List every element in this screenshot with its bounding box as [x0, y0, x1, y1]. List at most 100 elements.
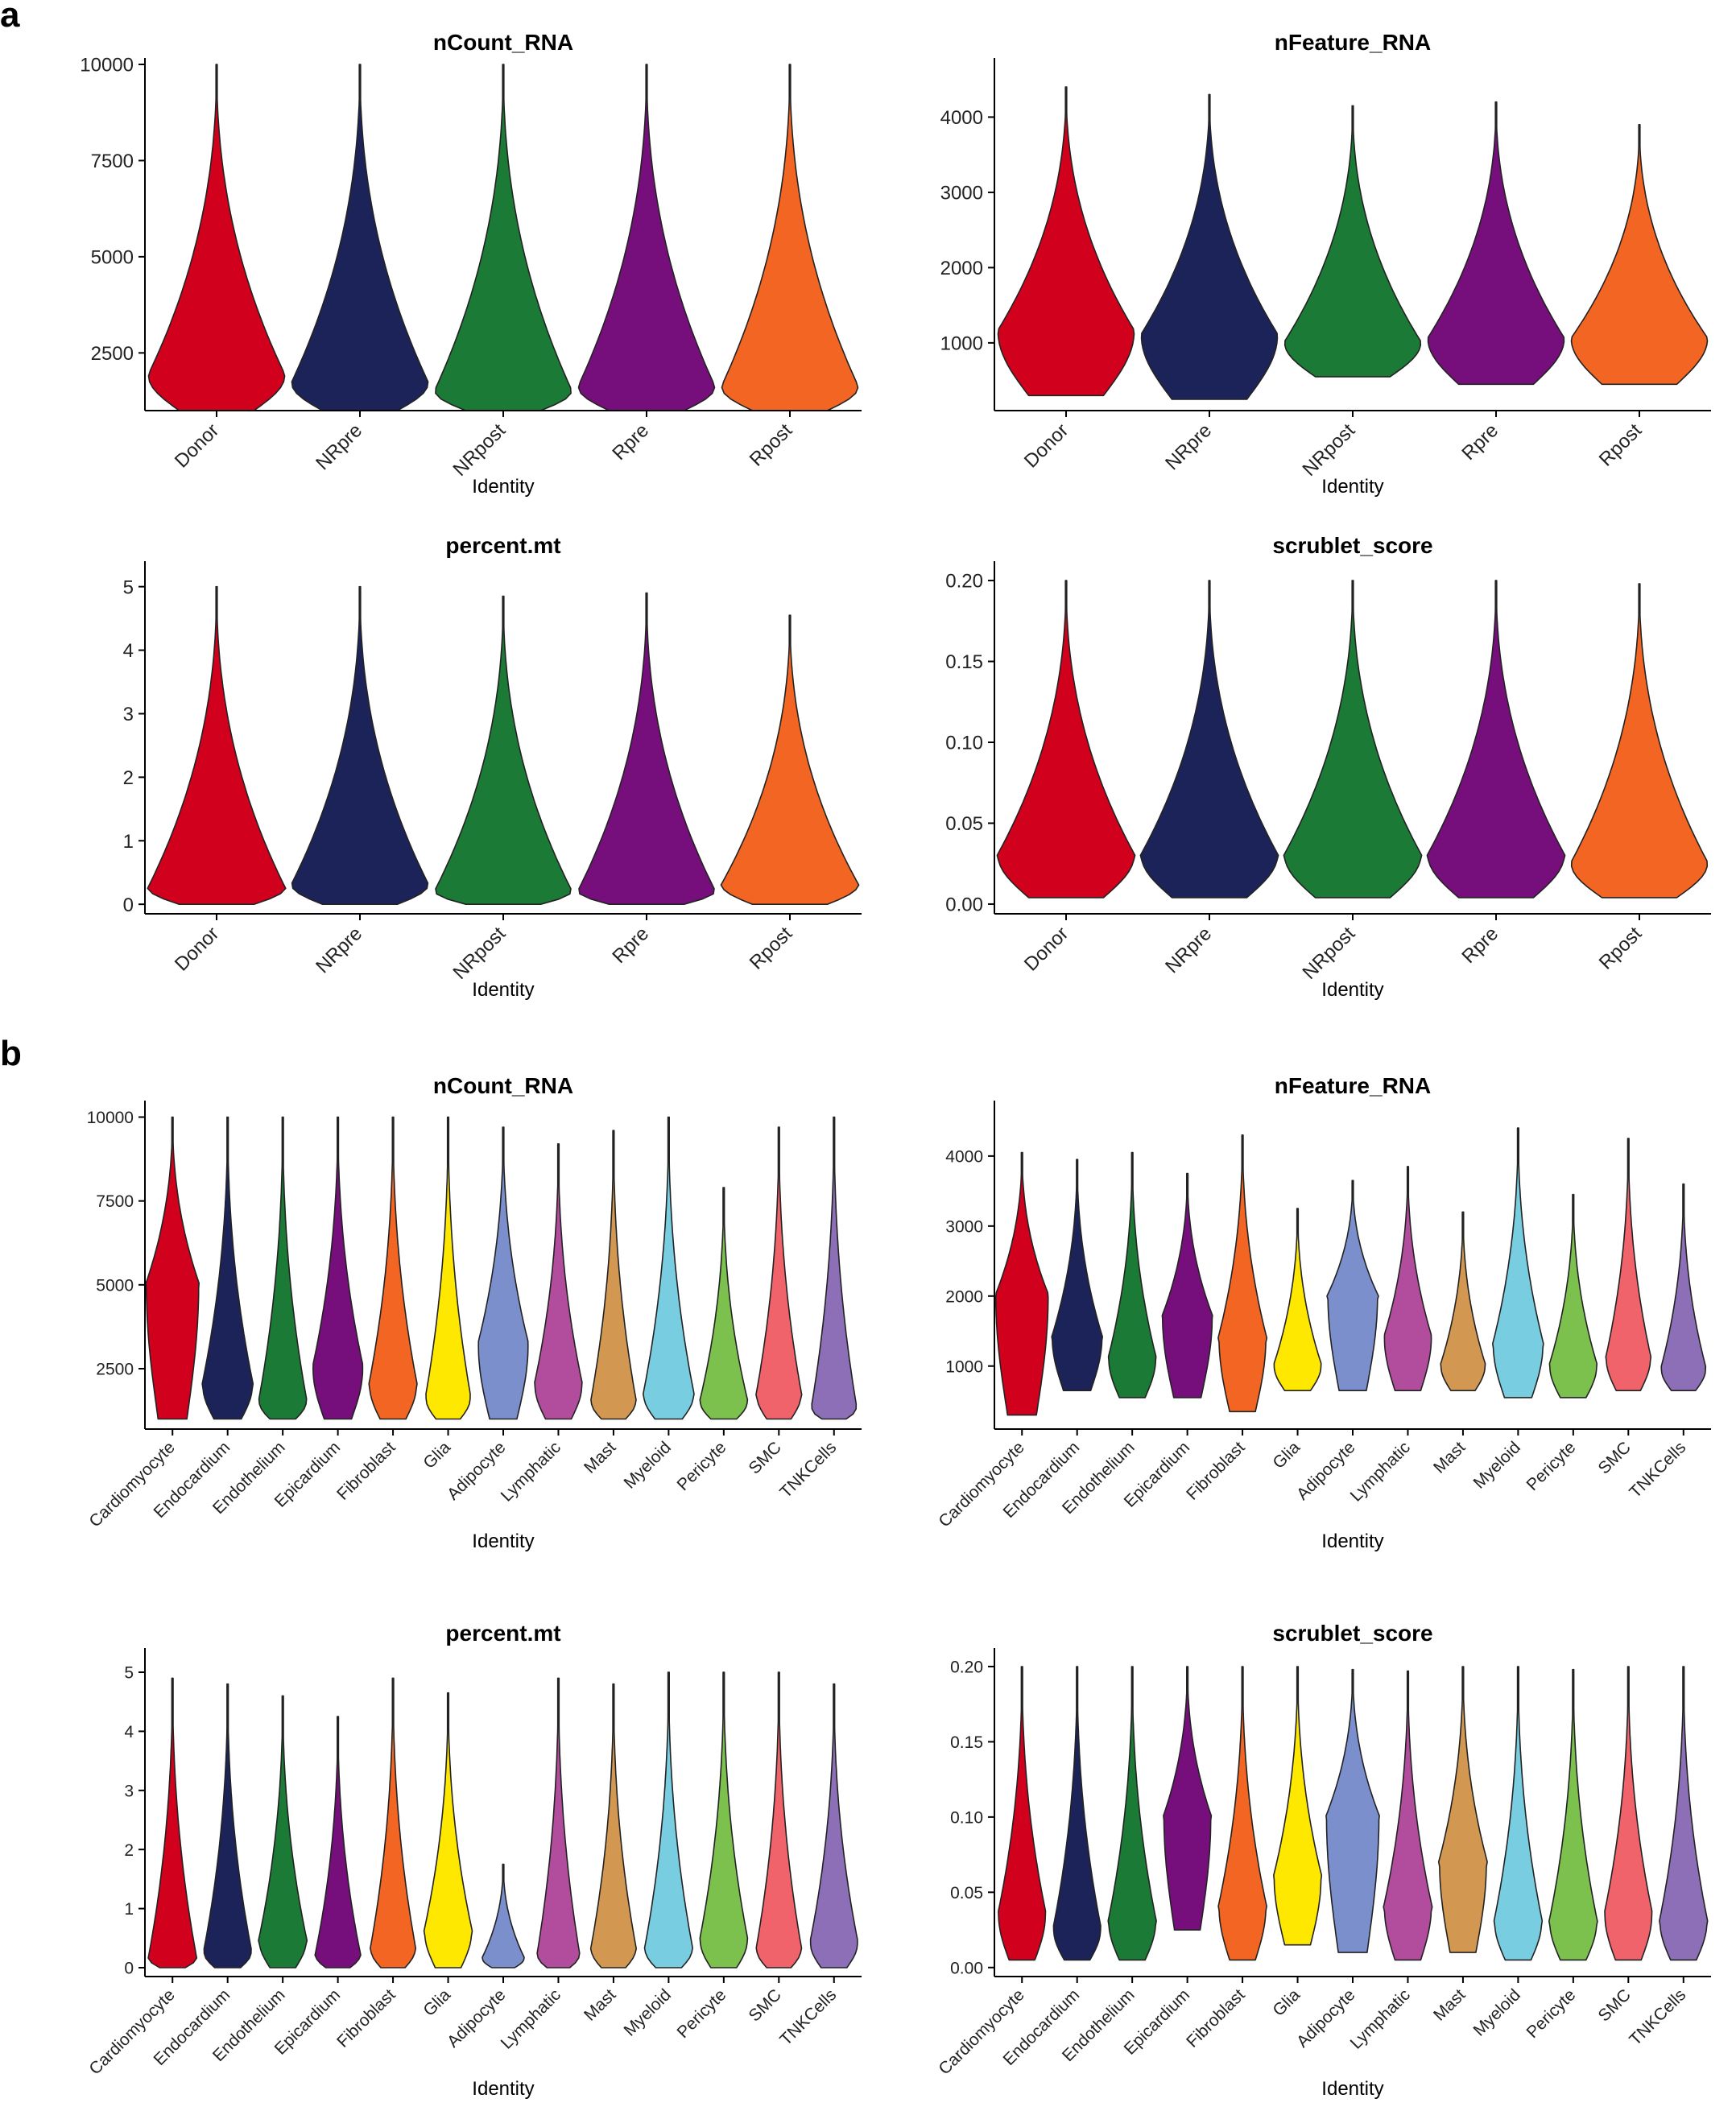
violin-nrpre — [1139, 580, 1279, 899]
x-tick-label-donor: Donor — [1020, 419, 1073, 472]
chart-title: nFeature_RNA — [1275, 30, 1431, 55]
y-tick-label: 0.20 — [945, 571, 983, 593]
x-tick-label-rpre: Rpre — [608, 923, 653, 968]
x-tick-label-fibroblast: Fibroblast — [333, 1438, 399, 1504]
x-axis-label: Identity — [1321, 2078, 1383, 2100]
x-tick-label-nrpost: NRpost — [449, 419, 510, 481]
chart-a-scrublet-score: scrublet_score 0.00 0.05 0.10 0.15 0.20 Donor N… — [945, 533, 1711, 1001]
y-tick-label: 4 — [123, 640, 134, 662]
violin-smc — [1605, 1138, 1652, 1391]
chart-a-ncount-rna: nCount_RNA 2500 5000 7500 10000 Donor NRpre NRp… — [80, 30, 862, 498]
violin-rpost — [721, 64, 859, 411]
chart-b-ncount-rna: nCount_RNA25005000750010000Cardiomyocyte… — [85, 1073, 862, 1552]
y-tick-label: 2 — [123, 767, 134, 789]
chart-title: nCount_RNA — [433, 1073, 573, 1098]
chart-title: percent.mt — [445, 1621, 560, 1646]
violin-epicardium — [312, 1116, 364, 1420]
violin-glia — [1273, 1208, 1322, 1391]
violin-glia — [1273, 1666, 1323, 1946]
violin-endothelium — [1107, 1151, 1157, 1398]
x-tick-label-smc: SMC — [1595, 1438, 1635, 1477]
x-tick-label-mast: Mast — [581, 1438, 620, 1477]
x-tick-label-myeloid: Myeloid — [1469, 1985, 1523, 2039]
y-tick-label: 7500 — [96, 1192, 134, 1211]
violin-pericyte — [1548, 1193, 1598, 1398]
chart-title: scrublet_score — [1272, 533, 1432, 558]
x-tick-label-pericyte: Pericyte — [673, 1985, 730, 2042]
violin-mast — [1440, 1211, 1486, 1391]
violin-myeloid — [643, 1671, 693, 1968]
violin-mast — [589, 1683, 637, 1968]
x-axis-label: Identity — [472, 979, 534, 1001]
violin-myeloid — [1493, 1666, 1544, 1961]
y-tick-label: 4000 — [945, 1147, 983, 1166]
panel-label-b: b — [0, 1034, 22, 1073]
violin-epicardium — [1161, 1172, 1213, 1398]
x-tick-label-myeloid: Myeloid — [620, 1985, 674, 2039]
y-tick-label: 4000 — [940, 107, 983, 129]
violin-rpost — [720, 614, 860, 905]
violin-mast — [1437, 1666, 1488, 1953]
y-tick-label: 5000 — [91, 247, 134, 269]
y-tick-label: 1 — [124, 1900, 134, 1919]
violin-tnkcells — [1660, 1183, 1707, 1391]
x-tick-label-fibroblast: Fibroblast — [1183, 1985, 1249, 2051]
violin-smc — [755, 1126, 803, 1420]
violin-endocardium — [201, 1116, 254, 1420]
x-tick-label-smc: SMC — [1595, 1985, 1635, 2025]
x-axis-label: Identity — [1321, 476, 1383, 498]
y-tick-label: 1 — [123, 831, 134, 853]
x-tick-label-rpre: Rpre — [1457, 419, 1502, 465]
violin-endothelium — [1107, 1666, 1157, 1961]
x-tick-label-rpost: Rpost — [1595, 923, 1647, 974]
violin-endocardium — [1052, 1666, 1102, 1961]
y-tick-label: 4 — [124, 1723, 134, 1741]
chart-title: nFeature_RNA — [1275, 1073, 1431, 1098]
violin-fibroblast — [1217, 1134, 1268, 1413]
x-tick-label-pericyte: Pericyte — [1523, 1438, 1579, 1494]
x-tick-label-tnkcells: TNKCells — [776, 1438, 840, 1502]
x-tick-label-myeloid: Myeloid — [1469, 1438, 1523, 1492]
violin-rpre — [578, 592, 715, 905]
violin-donor — [996, 580, 1136, 899]
violin-donor — [147, 585, 287, 905]
x-tick-label-nrpre: NRpre — [1161, 419, 1216, 474]
violin-myeloid — [1492, 1127, 1544, 1398]
y-tick-label: 0.15 — [945, 651, 983, 673]
violin-rpre — [1427, 101, 1565, 386]
y-tick-label: 0.00 — [945, 894, 983, 916]
x-tick-label-donor: Donor — [171, 923, 223, 975]
violin-cardiomyocyte — [145, 1116, 200, 1420]
y-tick-label: 1000 — [940, 333, 983, 355]
x-tick-label-pericyte: Pericyte — [673, 1438, 730, 1494]
violin-cardiomyocyte — [147, 1677, 198, 1968]
x-tick-label-glia: Glia — [420, 1985, 454, 2020]
violin-glia — [423, 1692, 473, 1968]
violin-cardiomyocyte — [998, 1666, 1047, 1961]
x-tick-label-fibroblast: Fibroblast — [1183, 1438, 1249, 1504]
x-tick-label-tnkcells: TNKCells — [1626, 1985, 1689, 2049]
y-tick-label: 2 — [124, 1841, 134, 1860]
y-tick-label: 0 — [124, 1960, 134, 1978]
violin-mast — [590, 1130, 637, 1420]
violin-pericyte — [699, 1187, 749, 1420]
x-tick-label-mast: Mast — [581, 1985, 620, 2025]
y-tick-label: 1000 — [945, 1357, 983, 1376]
violin-nrpre — [291, 64, 429, 411]
x-tick-label-tnkcells: TNKCells — [1626, 1438, 1689, 1502]
x-tick-label-nrpost: NRpost — [1299, 923, 1360, 984]
x-tick-label-rpost: Rpost — [746, 923, 797, 974]
violin-myeloid — [643, 1116, 695, 1420]
x-tick-label-lymphatic: Lymphatic — [1347, 1438, 1414, 1505]
x-tick-label-nrpost: NRpost — [449, 923, 510, 984]
chart-b-scrublet-score: scrublet_score0.000.050.100.150.20Cardio… — [935, 1621, 1711, 2100]
y-tick-label: 3000 — [945, 1217, 983, 1236]
y-tick-label: 5000 — [96, 1276, 134, 1295]
violin-epicardium — [314, 1716, 362, 1968]
violin-lymphatic — [534, 1143, 583, 1420]
violin-epicardium — [1163, 1666, 1213, 1931]
violin-tnkcells — [811, 1116, 858, 1420]
x-tick-label-mast: Mast — [1430, 1438, 1469, 1477]
violin-nrpre — [1140, 93, 1279, 400]
violin-smc — [1604, 1666, 1653, 1961]
